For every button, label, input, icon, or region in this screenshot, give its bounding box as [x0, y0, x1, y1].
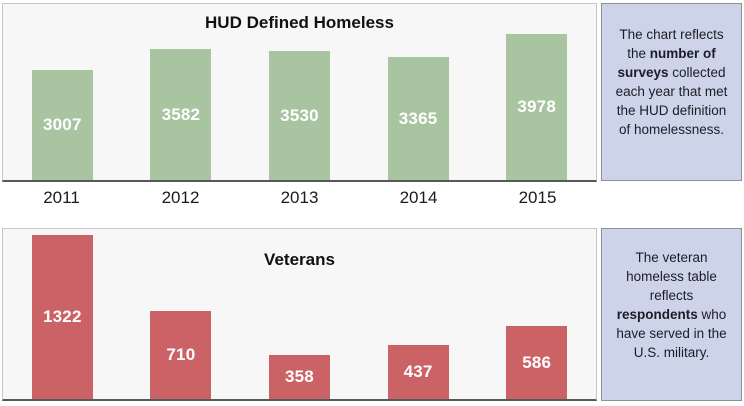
bar-column: 3365: [359, 4, 478, 180]
note-line: U.S. military.: [633, 344, 710, 360]
note-line: the HUD definition: [616, 103, 727, 118]
bar-column: 437: [359, 229, 478, 399]
bar-column: 586: [477, 229, 596, 399]
bar-column: 1322: [3, 229, 122, 399]
bar: 1322: [31, 235, 93, 399]
bar: 358: [268, 355, 330, 399]
bar-value-label: 358: [285, 367, 314, 386]
veterans-chart: Veterans 1322 710 358 437 586: [2, 228, 597, 401]
bar-column: 358: [240, 229, 359, 399]
bar: 3007: [31, 70, 93, 180]
bar-value-label: 3582: [161, 104, 201, 124]
note-line: homeless table: [626, 268, 717, 284]
note-line: have served in the: [616, 325, 727, 341]
note-line: The veteran: [635, 249, 708, 265]
x-axis-label: 2015: [518, 188, 557, 207]
x-axis-label: 2012: [161, 188, 200, 207]
bar-value-label: 710: [166, 345, 196, 364]
bar: 3978: [506, 34, 568, 180]
x-axis-label: 2014: [399, 188, 438, 207]
bar-column: 3007: [3, 4, 122, 180]
bar: 3530: [268, 51, 330, 180]
bar-value-label: 3978: [517, 97, 556, 116]
chart-title: Veterans: [264, 250, 335, 269]
bar-value-label: 3530: [280, 105, 319, 125]
bar: 3582: [150, 49, 212, 180]
x-axis-label: 2013: [280, 188, 319, 207]
bar: 3365: [387, 57, 449, 180]
note-line: respondents who: [616, 306, 727, 322]
note-line: The chart reflects: [619, 27, 724, 42]
bars-container: 3007 3582 3530 3365 3978: [3, 4, 596, 180]
bar-value-label: 437: [403, 362, 433, 381]
note-line: reflects: [649, 287, 694, 303]
note-line: of homelessness.: [618, 122, 725, 137]
bar-value-label: 3365: [398, 108, 438, 128]
note-line: each year that met: [615, 84, 728, 99]
chart-title: HUD Defined Homeless: [205, 13, 394, 32]
bar: 437: [387, 345, 449, 399]
hud-chart-note: The chart reflects the number of surveys c…: [601, 3, 742, 181]
bar-value-label: 1322: [42, 307, 82, 326]
hud-defined-homeless-chart: HUD Defined Homeless 3007 3582 3530 3365 397…: [2, 3, 597, 182]
bar: 586: [506, 326, 568, 399]
bar-column: 3582: [122, 4, 241, 180]
veterans-chart-note: The veteran homeless table reflects respond…: [601, 228, 742, 401]
bar-column: 3978: [477, 4, 596, 180]
bars-container: 1322 710 358 437 586: [3, 229, 596, 399]
bar: 710: [150, 311, 212, 399]
note-line: the number of: [627, 46, 716, 61]
bar-value-label: 3007: [42, 115, 82, 134]
note-line: surveys collected: [617, 65, 726, 80]
x-axis-label: 2011: [43, 188, 80, 207]
bar-value-label: 586: [522, 352, 552, 372]
x-axis-labels: 2011 2012 2013 2014 2015: [2, 186, 597, 210]
bar-column: 3530: [240, 4, 359, 180]
bar-column: 710: [122, 229, 241, 399]
